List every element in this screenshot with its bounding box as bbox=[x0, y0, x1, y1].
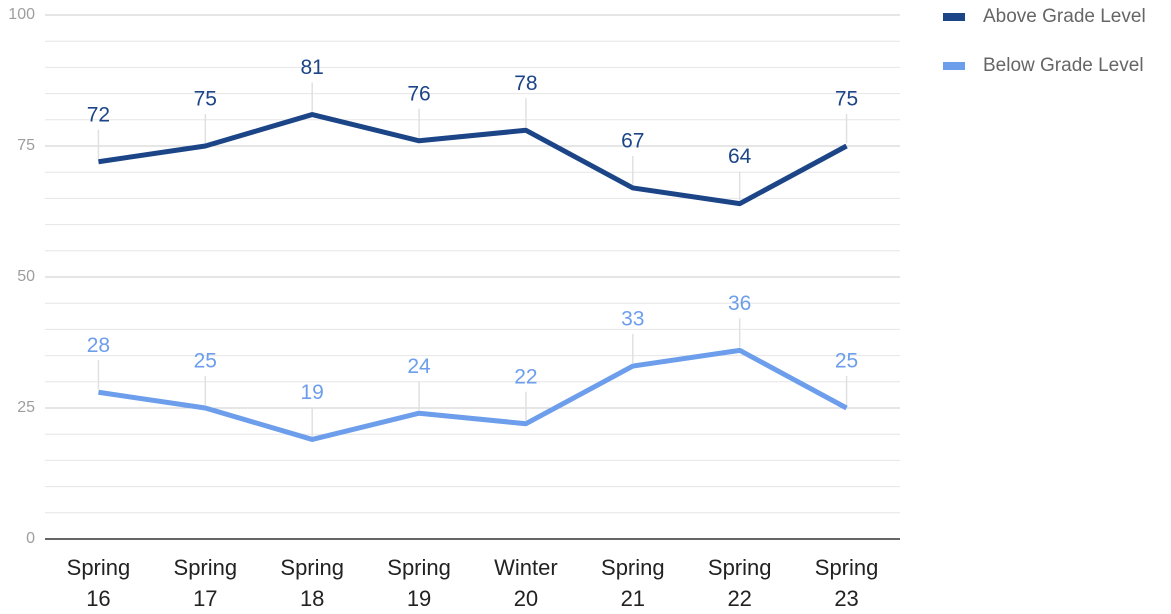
series-line bbox=[98, 347, 848, 442]
y-tick-label: 50 bbox=[17, 268, 35, 285]
y-tick-label: 100 bbox=[8, 6, 35, 23]
data-label: 76 bbox=[407, 82, 430, 105]
data-label: 72 bbox=[87, 103, 110, 126]
x-tick-label: Spring 18 bbox=[280, 555, 344, 609]
y-tick-label: 25 bbox=[17, 399, 35, 416]
y-tick-label: 0 bbox=[26, 530, 35, 547]
data-label: 22 bbox=[514, 365, 537, 388]
data-label: 19 bbox=[301, 381, 324, 404]
data-label: 24 bbox=[407, 355, 431, 378]
data-label: 33 bbox=[621, 308, 644, 331]
series-line bbox=[98, 112, 848, 207]
x-tick-label: Spring 21 bbox=[601, 555, 665, 609]
y-tick-label: 75 bbox=[17, 137, 35, 154]
data-label: 67 bbox=[621, 129, 644, 152]
legend-swatch bbox=[943, 62, 965, 70]
x-tick-label: Spring 16 bbox=[67, 555, 131, 609]
data-label: 25 bbox=[194, 350, 217, 373]
data-label: 81 bbox=[301, 56, 324, 79]
x-tick-label: Spring 23 bbox=[815, 555, 879, 609]
x-tick-label: Spring 17 bbox=[174, 555, 238, 609]
data-label: 64 bbox=[728, 145, 752, 168]
data-label: 75 bbox=[194, 88, 217, 111]
data-label: 25 bbox=[835, 350, 858, 373]
legend-label: Below Grade Level bbox=[983, 55, 1144, 76]
legend-swatch bbox=[943, 13, 965, 21]
data-label: 28 bbox=[87, 334, 110, 357]
legend-label: Above Grade Level bbox=[983, 6, 1146, 27]
data-label: 36 bbox=[728, 292, 751, 315]
x-tick-label: Winter 20 bbox=[494, 555, 558, 609]
data-label: 78 bbox=[514, 72, 537, 95]
data-label: 75 bbox=[835, 88, 858, 111]
x-tick-label: Spring 19 bbox=[387, 555, 451, 609]
x-tick-label: Spring 22 bbox=[708, 555, 772, 609]
